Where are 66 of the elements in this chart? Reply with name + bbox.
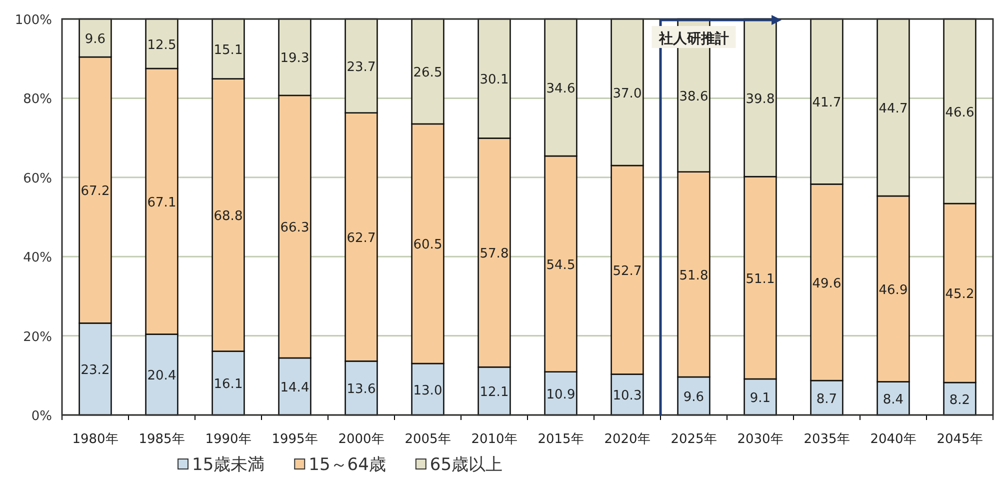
data-label: 52.7: [612, 264, 642, 279]
data-label: 19.3: [280, 51, 310, 66]
data-label: 10.3: [612, 388, 642, 404]
data-label: 13.6: [346, 382, 376, 398]
x-tick-label: 2035年: [804, 432, 850, 447]
data-label: 16.1: [214, 377, 243, 392]
data-label: 62.7: [346, 231, 376, 246]
data-label: 26.5: [413, 65, 442, 80]
data-label: 23.7: [346, 60, 376, 75]
x-tick-label: 2020年: [604, 432, 650, 447]
data-label: 66.3: [280, 220, 310, 236]
x-tick-label: 2030年: [737, 432, 784, 447]
data-label: 9.6: [84, 32, 106, 48]
data-label: 10.9: [546, 387, 576, 402]
annotation: 社人研推計: [658, 31, 729, 47]
data-label: 30.1: [480, 72, 509, 88]
data-label: 12.1: [480, 385, 509, 400]
legend-label: 15歳未満: [192, 455, 265, 475]
data-label: 68.8: [214, 209, 243, 224]
data-label: 38.6: [679, 89, 708, 104]
x-tick-label: 2010年: [471, 432, 518, 447]
data-label: 15.1: [214, 42, 243, 58]
x-tick-label: 2005年: [404, 432, 451, 447]
data-label: 54.5: [546, 258, 576, 273]
data-label: 8.7: [816, 392, 838, 407]
x-tick-label: 2025年: [670, 432, 717, 447]
data-label: 20.4: [147, 368, 176, 384]
data-label: 57.8: [480, 246, 509, 262]
data-label: 60.5: [413, 238, 442, 253]
legend-label: 65歳以上: [430, 455, 503, 475]
data-label: 44.7: [878, 102, 908, 117]
data-label: 39.8: [746, 92, 775, 107]
data-label: 13.0: [413, 383, 442, 398]
data-label: 34.6: [546, 82, 576, 97]
x-tick-label: 2045年: [936, 432, 983, 447]
x-tick-label: 1995年: [272, 432, 318, 447]
data-label: 41.7: [812, 96, 842, 111]
x-tick-label: 1990年: [205, 432, 252, 447]
x-tick-label: 2000年: [338, 432, 384, 447]
data-label: 9.6: [683, 390, 704, 405]
data-label: 14.4: [280, 380, 310, 396]
x-tick-label: 1985年: [138, 432, 185, 447]
y-tick-label: 0%: [31, 409, 52, 424]
y-tick-label: 20%: [23, 330, 52, 345]
data-label: 9.1: [750, 390, 771, 406]
data-label: 37.0: [612, 86, 642, 102]
data-label: 45.2: [945, 287, 974, 302]
legend-label: 15～64歳: [308, 455, 386, 475]
data-label: 67.1: [147, 195, 176, 210]
data-label: 46.6: [945, 105, 974, 120]
y-tick-label: 80%: [23, 92, 52, 108]
y-tick-label: 60%: [23, 171, 52, 186]
y-tick-label: 100%: [14, 13, 52, 28]
x-tick-label: 1980年: [72, 432, 118, 447]
data-label: 49.6: [812, 276, 842, 292]
y-tick-label: 40%: [23, 250, 52, 266]
data-label: 46.9: [878, 282, 908, 298]
x-tick-label: 2040年: [870, 432, 916, 447]
x-tick-label: 2015年: [538, 432, 584, 447]
data-label: 51.8: [679, 268, 708, 284]
data-label: 51.1: [746, 272, 775, 287]
data-label: 23.2: [80, 363, 110, 378]
data-label: 67.2: [80, 184, 110, 200]
data-label: 8.2: [949, 392, 970, 408]
data-label: 8.4: [882, 392, 904, 408]
data-label: 12.5: [147, 38, 176, 53]
